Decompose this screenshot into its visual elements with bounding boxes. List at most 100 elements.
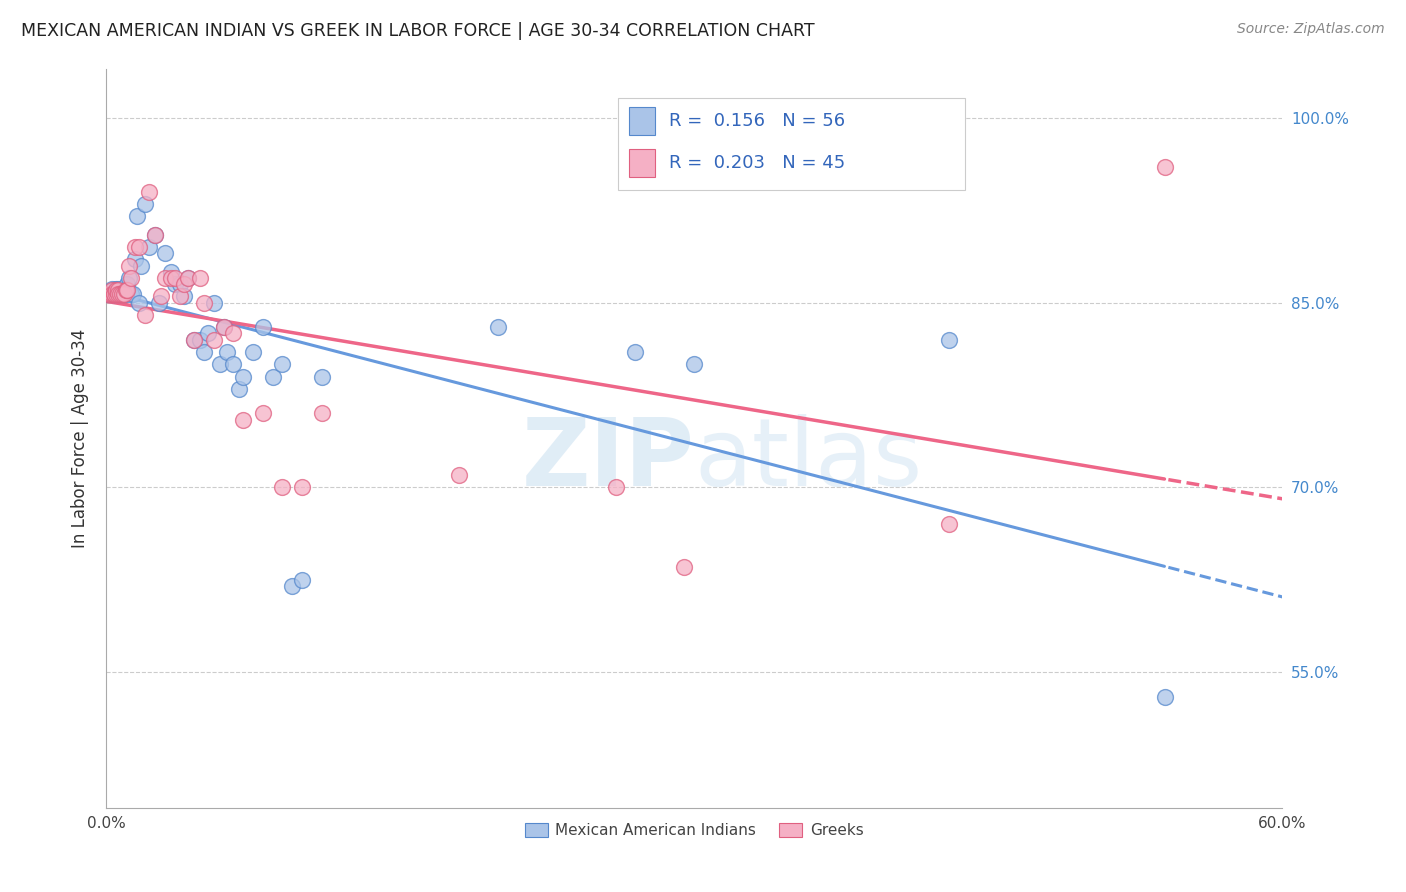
Point bbox=[212, 320, 235, 334]
Point bbox=[114, 287, 136, 301]
Point bbox=[104, 282, 127, 296]
Point bbox=[114, 282, 136, 296]
Point bbox=[118, 259, 141, 273]
Point bbox=[197, 326, 219, 341]
Text: Source: ZipAtlas.com: Source: ZipAtlas.com bbox=[1237, 22, 1385, 37]
Point bbox=[291, 480, 314, 494]
Point bbox=[128, 240, 150, 254]
Point bbox=[163, 271, 186, 285]
Point bbox=[124, 252, 146, 267]
Point bbox=[103, 287, 125, 301]
Point bbox=[159, 265, 181, 279]
Y-axis label: In Labor Force | Age 30-34: In Labor Force | Age 30-34 bbox=[72, 328, 89, 548]
Point bbox=[188, 271, 211, 285]
Point bbox=[271, 357, 294, 371]
Point bbox=[217, 344, 239, 359]
FancyBboxPatch shape bbox=[630, 149, 655, 177]
Point bbox=[177, 271, 200, 285]
Point bbox=[193, 295, 215, 310]
Point bbox=[122, 287, 145, 301]
Point bbox=[149, 289, 172, 303]
Point bbox=[129, 259, 152, 273]
Point bbox=[134, 308, 156, 322]
Point bbox=[673, 560, 696, 574]
Point bbox=[110, 287, 132, 301]
Point bbox=[124, 240, 146, 254]
Point bbox=[169, 289, 191, 303]
Point bbox=[173, 289, 195, 303]
Point bbox=[183, 333, 205, 347]
Point bbox=[1153, 160, 1175, 174]
Point bbox=[938, 517, 960, 532]
Point bbox=[169, 277, 191, 292]
Point bbox=[281, 579, 304, 593]
Point bbox=[447, 468, 470, 483]
Point bbox=[159, 271, 181, 285]
Point bbox=[311, 369, 333, 384]
Point bbox=[110, 287, 132, 301]
Point bbox=[232, 412, 254, 426]
Point bbox=[153, 271, 176, 285]
Point bbox=[107, 283, 129, 297]
Point bbox=[120, 271, 142, 285]
Point bbox=[108, 287, 131, 301]
Point bbox=[208, 357, 231, 371]
Point bbox=[127, 210, 149, 224]
Point bbox=[104, 287, 127, 301]
Point bbox=[97, 287, 120, 301]
Point bbox=[624, 344, 647, 359]
Point bbox=[104, 287, 127, 301]
Point bbox=[262, 369, 284, 384]
Text: MEXICAN AMERICAN INDIAN VS GREEK IN LABOR FORCE | AGE 30-34 CORRELATION CHART: MEXICAN AMERICAN INDIAN VS GREEK IN LABO… bbox=[21, 22, 814, 40]
Point bbox=[291, 573, 314, 587]
Point bbox=[271, 480, 294, 494]
Point bbox=[128, 295, 150, 310]
Point bbox=[117, 277, 139, 292]
Point bbox=[173, 277, 195, 292]
Point bbox=[120, 287, 142, 301]
Point bbox=[252, 320, 274, 334]
Text: R =  0.156   N = 56: R = 0.156 N = 56 bbox=[669, 112, 845, 130]
Point bbox=[103, 287, 125, 301]
Point bbox=[1153, 690, 1175, 704]
Point bbox=[107, 287, 129, 301]
Point bbox=[222, 326, 245, 341]
Text: atlas: atlas bbox=[695, 414, 922, 507]
Point bbox=[188, 333, 211, 347]
Point bbox=[114, 283, 136, 297]
Point bbox=[232, 369, 254, 384]
Point bbox=[108, 287, 131, 301]
Point bbox=[153, 246, 176, 260]
Point bbox=[605, 480, 627, 494]
Point bbox=[202, 295, 225, 310]
Point bbox=[138, 240, 160, 254]
Point bbox=[486, 320, 509, 334]
Point bbox=[193, 344, 215, 359]
Point bbox=[117, 283, 139, 297]
FancyBboxPatch shape bbox=[617, 98, 965, 191]
FancyBboxPatch shape bbox=[630, 107, 655, 135]
Point bbox=[143, 227, 166, 242]
Point bbox=[112, 287, 135, 301]
Point bbox=[183, 333, 205, 347]
Point bbox=[148, 295, 170, 310]
Point bbox=[101, 287, 124, 301]
Point bbox=[107, 287, 129, 301]
Point bbox=[163, 277, 186, 292]
Point bbox=[104, 283, 127, 297]
Text: R =  0.203   N = 45: R = 0.203 N = 45 bbox=[669, 153, 846, 171]
Point bbox=[134, 197, 156, 211]
Point bbox=[98, 287, 121, 301]
Point bbox=[228, 382, 250, 396]
Point bbox=[938, 333, 960, 347]
Point bbox=[107, 282, 129, 296]
Point bbox=[101, 282, 124, 296]
Text: ZIP: ZIP bbox=[522, 414, 695, 507]
Point bbox=[143, 227, 166, 242]
Point bbox=[242, 344, 264, 359]
Point bbox=[222, 357, 245, 371]
Point bbox=[98, 287, 121, 301]
Point bbox=[118, 271, 141, 285]
Point bbox=[101, 283, 124, 297]
Point bbox=[212, 320, 235, 334]
